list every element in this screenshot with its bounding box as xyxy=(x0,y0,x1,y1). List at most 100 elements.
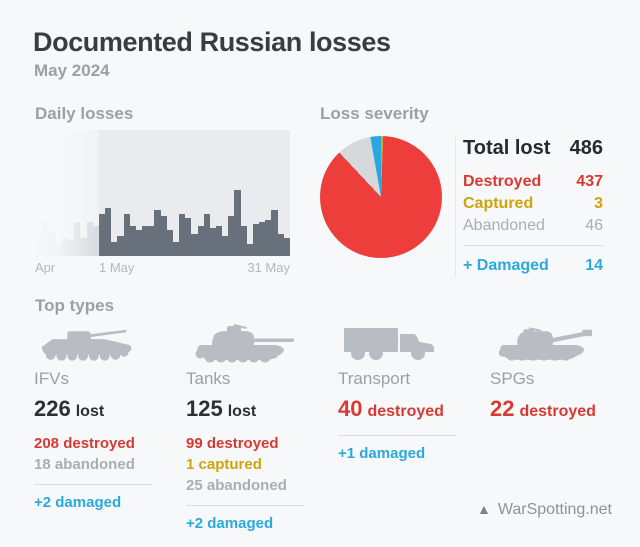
type-name: IFVs xyxy=(34,369,69,388)
daily-loss-bar xyxy=(222,236,229,256)
daily-loss-bar xyxy=(123,214,130,256)
daily-loss-bar xyxy=(283,238,290,256)
daily-loss-bar xyxy=(240,226,247,256)
total-lost-value: 486 xyxy=(569,137,603,159)
destroyed-value: 437 xyxy=(576,173,603,190)
type-total-number: 22 xyxy=(490,396,515,421)
type-total-word: lost xyxy=(75,403,105,420)
type-total-number: 125 xyxy=(186,396,223,421)
damaged-row: + Damaged 14 xyxy=(463,255,603,277)
x-label-31may: 31 May xyxy=(247,260,290,275)
daily-loss-bar xyxy=(252,224,260,256)
x-label-1may: 1 May xyxy=(99,260,135,275)
daily-loss-bar xyxy=(117,236,124,256)
page-title: Documented Russian losses xyxy=(33,27,391,57)
abandoned-row: Abandoned 46 xyxy=(463,215,603,237)
type-total: 40 destroyed xyxy=(338,396,470,422)
captured-label: Captured xyxy=(463,195,534,212)
daily-losses-heading: Daily losses xyxy=(35,104,134,123)
type-card-tanks: Tanks 125 lost 99 destroyed 1 captured 25… xyxy=(186,322,318,532)
daily-loss-bar xyxy=(215,226,223,256)
daily-loss-bar xyxy=(148,226,155,256)
may-bars xyxy=(99,190,290,256)
daily-loss-bar xyxy=(142,226,149,256)
type-name: Tanks xyxy=(186,369,231,388)
type-total: 125 lost xyxy=(186,396,318,422)
type-card-spgs: SPGs 22 destroyed xyxy=(490,322,622,433)
daily-loss-bar xyxy=(154,210,161,256)
type-total-word: lost xyxy=(227,403,257,420)
daily-loss-bar xyxy=(203,214,210,256)
daily-loss-bar xyxy=(185,218,192,256)
divider xyxy=(186,505,305,506)
daily-loss-bar xyxy=(172,242,180,256)
loss-severity-stats: Total lost 486 Destroyed 437 Captured 3 … xyxy=(455,137,603,277)
daily-loss-bar xyxy=(166,230,173,256)
destroyed-row: Destroyed 437 xyxy=(463,171,603,193)
total-lost-row: Total lost 486 xyxy=(463,137,603,160)
loss-severity-pie xyxy=(320,136,442,258)
page-subtitle: May 2024 xyxy=(34,61,110,80)
type-damaged: +2 damaged xyxy=(34,494,122,511)
truck-icon xyxy=(338,322,470,364)
daily-losses-chart xyxy=(35,130,290,256)
x-label-apr: Apr xyxy=(35,260,56,275)
divider xyxy=(338,435,457,436)
daily-loss-bar xyxy=(179,214,186,256)
tank-icon xyxy=(186,322,318,364)
daily-loss-bar xyxy=(191,234,198,256)
type-card-transport: Transport 40 destroyed +1 damaged xyxy=(338,322,470,462)
daily-loss-bar xyxy=(135,230,143,256)
stats-divider xyxy=(463,245,603,246)
daily-loss-bar xyxy=(228,216,235,256)
top-types-heading: Top types xyxy=(35,296,115,315)
daily-loss-bar xyxy=(265,220,272,256)
type-name: Transport xyxy=(338,369,411,388)
type-name: SPGs xyxy=(490,369,535,388)
daily-loss-bar xyxy=(197,226,204,256)
type-total-number: 40 xyxy=(338,396,363,421)
loss-severity-heading: Loss severity xyxy=(320,104,429,123)
x-axis: Apr 1 May 31 May xyxy=(35,260,290,276)
daily-loss-bar xyxy=(129,226,136,256)
triangle-icon: ▲ xyxy=(477,501,491,517)
daily-loss-bar xyxy=(277,234,284,256)
type-detail-destroyed: 99 destroyed xyxy=(186,435,279,452)
spg-icon xyxy=(490,322,622,364)
daily-loss-bar xyxy=(105,208,112,256)
type-detail-abandoned: 18 abandoned xyxy=(34,456,135,473)
captured-row: Captured 3 xyxy=(463,193,603,215)
abandoned-label: Abandoned xyxy=(463,217,545,234)
type-total-word: destroyed xyxy=(519,403,596,420)
april-fade-overlay xyxy=(35,130,101,256)
type-damaged: +2 damaged xyxy=(186,515,274,532)
destroyed-label: Destroyed xyxy=(463,173,542,190)
type-total-number: 226 xyxy=(34,396,71,421)
type-card-ifvs: IFVs 226 lost 208 destroyed 18 abandoned … xyxy=(34,322,166,511)
damaged-value: 14 xyxy=(585,257,603,274)
type-detail-captured: 1 captured xyxy=(186,456,262,473)
daily-loss-bar xyxy=(111,242,118,256)
abandoned-value: 46 xyxy=(585,217,603,234)
type-detail-destroyed: 208 destroyed xyxy=(34,435,135,452)
type-damaged: +1 damaged xyxy=(338,445,426,462)
type-total: 22 destroyed xyxy=(490,396,622,422)
daily-loss-bar xyxy=(99,214,106,256)
daily-loss-bar xyxy=(246,244,253,256)
captured-value: 3 xyxy=(594,195,603,212)
total-lost-label: Total lost xyxy=(463,137,551,159)
type-total: 226 lost xyxy=(34,396,166,422)
daily-loss-bar xyxy=(271,210,278,256)
daily-loss-bar xyxy=(160,216,167,256)
warspotting-brand-link[interactable]: ▲ WarSpotting.net xyxy=(0,501,612,519)
daily-loss-bar xyxy=(234,190,241,256)
type-total-word: destroyed xyxy=(367,403,444,420)
damaged-label: + Damaged xyxy=(463,257,549,274)
type-detail-abandoned: 25 abandoned xyxy=(186,477,287,494)
daily-loss-bar xyxy=(259,222,266,256)
daily-loss-bar xyxy=(209,228,216,256)
brand-text: WarSpotting.net xyxy=(497,501,612,518)
ifv-icon xyxy=(34,322,166,364)
divider xyxy=(34,484,153,485)
